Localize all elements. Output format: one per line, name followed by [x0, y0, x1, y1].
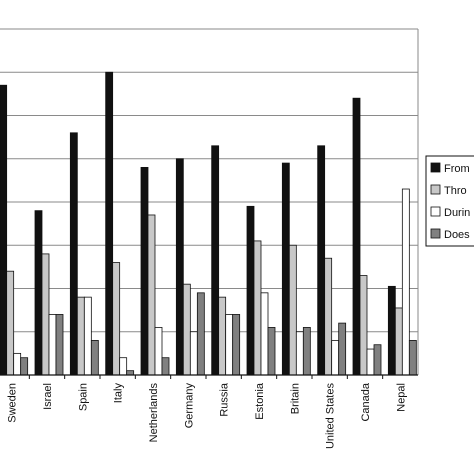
bar — [161, 357, 170, 376]
bar — [408, 339, 417, 376]
bar — [48, 314, 57, 376]
bar — [387, 285, 396, 376]
bar — [112, 262, 121, 376]
bar — [317, 145, 326, 376]
bar — [253, 240, 262, 376]
bar — [366, 348, 375, 376]
bar — [6, 270, 15, 376]
bar — [175, 158, 184, 376]
bar — [55, 314, 64, 376]
bar — [90, 339, 99, 376]
bar — [338, 322, 347, 376]
legend-label: Durin — [444, 207, 470, 219]
bar — [302, 327, 311, 376]
bar — [288, 244, 297, 376]
bar — [41, 253, 50, 376]
bar — [281, 162, 290, 376]
legend-label: Thro — [444, 185, 467, 197]
bar — [260, 292, 269, 376]
x-tick-label: Germany — [183, 383, 195, 429]
bar — [324, 257, 333, 376]
bar — [246, 205, 255, 376]
x-tick-label: Sweden — [7, 383, 19, 423]
x-tick-label: United States — [325, 383, 337, 450]
x-tick-label: Netherlands — [148, 383, 160, 443]
bar — [119, 357, 128, 376]
bar — [34, 210, 43, 376]
bar — [83, 296, 92, 376]
x-tick-label: Britain — [289, 383, 301, 414]
bar — [13, 352, 22, 376]
bar — [126, 370, 135, 376]
bar — [331, 339, 340, 376]
bar — [140, 166, 149, 376]
bar — [359, 275, 368, 376]
bar — [147, 214, 156, 376]
legend-swatch — [430, 184, 441, 195]
bar — [211, 145, 220, 376]
legend: From Thro Durin Does — [425, 155, 474, 247]
bar — [105, 71, 114, 376]
legend-swatch — [430, 162, 441, 173]
bar — [154, 327, 163, 376]
bar — [295, 331, 304, 376]
chart-bars — [0, 71, 417, 376]
chart-grid — [0, 28, 418, 376]
x-tick-label: Spain — [77, 383, 89, 411]
x-tick-label: Estonia — [254, 382, 266, 420]
x-tick-label: Nepal — [395, 383, 407, 412]
bar — [196, 292, 205, 376]
bar — [225, 314, 234, 376]
bar — [373, 344, 382, 376]
bar — [69, 132, 78, 376]
x-tick-label: Israel — [42, 383, 54, 410]
x-tick-label: Russia — [219, 382, 231, 417]
bar — [76, 296, 85, 376]
bar — [218, 296, 227, 376]
bar — [267, 327, 276, 376]
chart-axes — [0, 29, 419, 379]
bar — [0, 84, 8, 376]
legend-swatch — [430, 206, 441, 217]
legend-label: From — [444, 163, 470, 175]
bar — [401, 188, 410, 376]
bar — [20, 357, 29, 376]
bar — [182, 283, 191, 376]
legend-swatch — [430, 228, 441, 239]
x-tick-label: Canada — [360, 382, 372, 421]
bar — [189, 331, 198, 376]
bar — [232, 314, 241, 376]
bar — [394, 307, 403, 376]
legend-label: Does — [444, 229, 470, 241]
x-tick-labels: Sweden Israel Spain Italy Netherlands Germany… — [7, 382, 408, 449]
bar — [352, 97, 361, 376]
x-tick-label: Italy — [113, 383, 125, 404]
